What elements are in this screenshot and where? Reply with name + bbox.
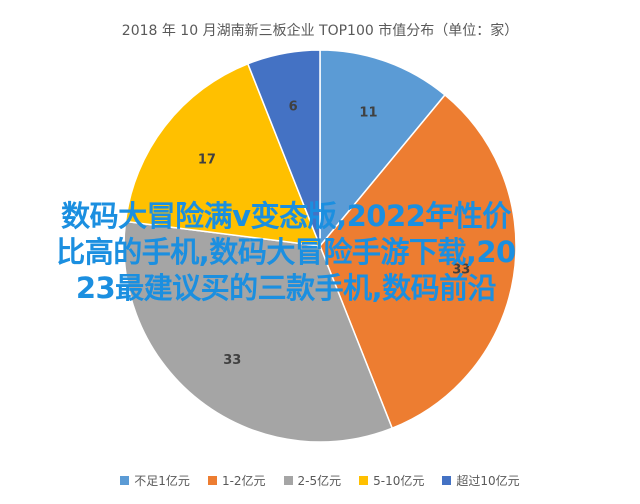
legend-label: 超过10亿元 <box>456 474 520 488</box>
legend-swatch <box>359 476 369 485</box>
legend-item: 5-10亿元 <box>359 472 424 489</box>
chart-legend: 不足1亿元 1-2亿元 2-5亿元 5-10亿元 超过10亿元 <box>0 472 640 489</box>
legend-item: 不足1亿元 <box>120 472 190 489</box>
watermark-overlay-text: 数码大冒险满v变态版,2022年性价 比高的手机,数码大冒险手游下载,20 23… <box>0 198 572 306</box>
pie-slice <box>319 93 517 430</box>
slice-data-label: 33 <box>223 353 241 368</box>
overlay-line-3: 23最建议买的三款手机,数码前沿 <box>75 271 497 305</box>
legend-label: 2-5亿元 <box>297 474 342 488</box>
slice-data-label: 6 <box>289 99 298 114</box>
legend-swatch <box>207 476 217 485</box>
pie-slice <box>246 49 321 247</box>
chart-title: 2018 年 10 月湖南新三板企业 TOP100 市值分布（单位：家） <box>121 23 519 39</box>
pie-slice <box>319 49 446 249</box>
legend-swatch <box>442 476 452 485</box>
slice-data-label: 11 <box>359 105 377 120</box>
slice-data-label: 17 <box>198 152 216 167</box>
legend-swatch <box>120 476 130 485</box>
legend-item: 超过10亿元 <box>442 472 520 489</box>
legend-label: 不足1亿元 <box>134 474 190 488</box>
legend-swatch <box>283 476 293 485</box>
pie-slice <box>123 220 394 443</box>
slice-data-label: 33 <box>452 262 470 277</box>
legend-item: 1-2亿元 <box>207 472 266 489</box>
overlay-line-2: 比高的手机,数码大冒险手游下载,20 <box>56 235 516 269</box>
legend-label: 5-10亿元 <box>373 474 425 488</box>
pie-slice <box>124 62 322 247</box>
overlay-line-1: 数码大冒险满v变态版,2022年性价 <box>61 199 511 233</box>
legend-label: 1-2亿元 <box>221 474 266 488</box>
legend-item: 2-5亿元 <box>283 472 342 489</box>
